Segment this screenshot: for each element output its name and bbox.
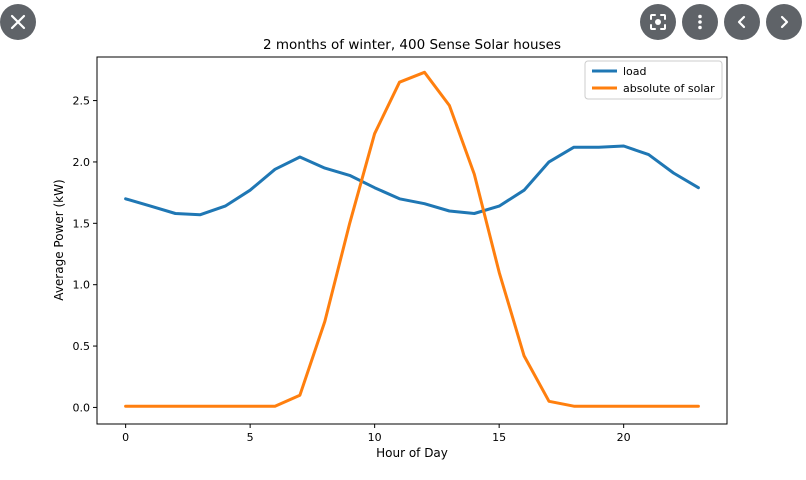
y-tick-label: 2.5 bbox=[73, 95, 91, 108]
y-tick-label: 1.5 bbox=[73, 217, 91, 230]
legend-box bbox=[584, 60, 723, 100]
series-line-load bbox=[124, 144, 700, 217]
y-tick-label: 2.0 bbox=[73, 156, 91, 169]
chevron-right-icon bbox=[780, 15, 789, 29]
chart-title: 2 months of winter, 400 Sense Solar hous… bbox=[263, 37, 561, 53]
y-tick-label: 1.0 bbox=[73, 279, 91, 292]
more-options-button[interactable] bbox=[682, 4, 718, 40]
x-tick-label: 0 bbox=[122, 431, 129, 444]
series-line-solar bbox=[124, 70, 700, 408]
chevron-left-icon bbox=[737, 15, 746, 29]
x-tick-label: 15 bbox=[492, 431, 506, 444]
y-axis-ticks: 0.0 0.5 1.0 1.5 2.0 2.5 bbox=[73, 95, 97, 414]
next-button[interactable] bbox=[766, 4, 802, 40]
more-vert-icon bbox=[698, 14, 702, 30]
y-tick-label: 0.5 bbox=[73, 340, 91, 353]
x-tick-label: 20 bbox=[617, 431, 631, 444]
x-tick-label: 10 bbox=[368, 431, 382, 444]
plot-frame bbox=[96, 56, 728, 425]
series-layer bbox=[124, 70, 700, 408]
close-icon bbox=[10, 14, 26, 30]
y-axis-label: Average Power (kW) bbox=[52, 179, 66, 300]
legend: load absolute of solar bbox=[584, 60, 723, 100]
y-tick-label: 0.0 bbox=[73, 401, 91, 414]
legend-label-solar: absolute of solar bbox=[623, 82, 715, 95]
lens-icon bbox=[650, 14, 666, 30]
x-axis-ticks: 0 5 10 15 20 bbox=[122, 424, 631, 444]
close-button[interactable] bbox=[0, 4, 36, 40]
x-axis-label: Hour of Day bbox=[376, 446, 448, 460]
x-tick-label: 5 bbox=[247, 431, 254, 444]
legend-label-load: load bbox=[623, 65, 647, 78]
visual-search-button[interactable] bbox=[640, 4, 676, 40]
previous-button[interactable] bbox=[724, 4, 760, 40]
